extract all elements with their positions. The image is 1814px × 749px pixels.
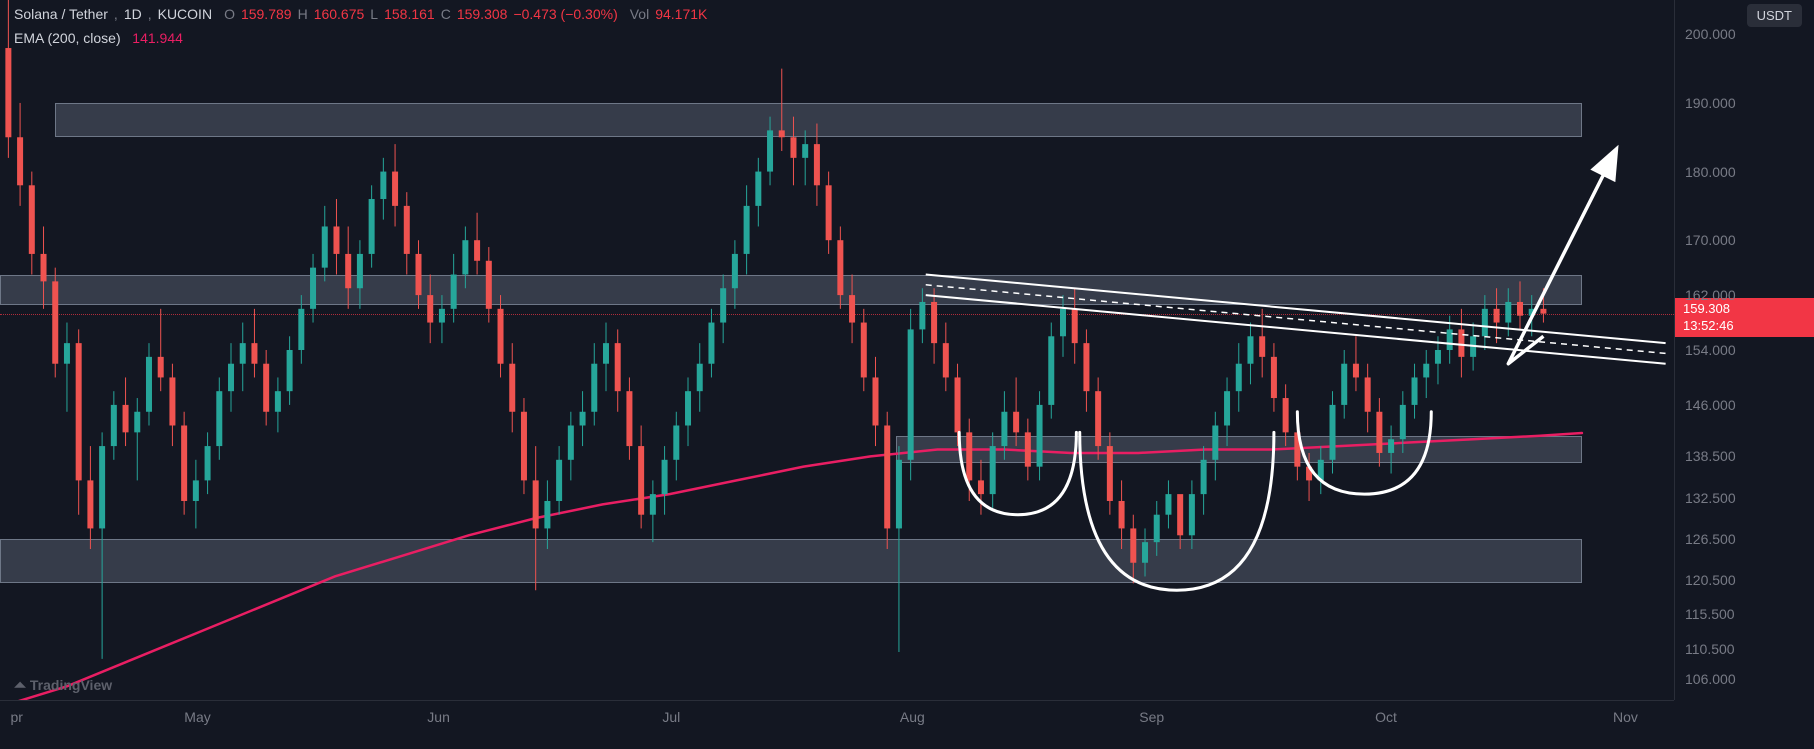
price-tick: 106.000: [1685, 671, 1736, 687]
ema-label: EMA (200, close): [14, 30, 121, 46]
pair-name[interactable]: Solana / Tether: [14, 6, 108, 22]
top-thin-zone-index: [0, 275, 1582, 306]
time-tick: May: [184, 709, 210, 725]
time-tick: Jun: [427, 709, 450, 725]
price-tick: 138.500: [1685, 448, 1736, 464]
support-zone-lower: [0, 539, 1582, 584]
price-tick: 132.500: [1685, 490, 1736, 506]
price-tick: 115.500: [1685, 606, 1735, 622]
ohlc-h-label: H: [298, 6, 308, 22]
price-axis[interactable]: USDT 159.308 13:52:46 200.000 190.000 180.…: [1674, 0, 1814, 700]
badge-countdown: 13:52:46: [1683, 317, 1806, 335]
ohlc-c-label: C: [441, 6, 451, 22]
chart-area[interactable]: Solana / Tether , 1D , KUCOIN O 159.789 …: [0, 0, 1674, 700]
resistance-zone-upper: [55, 103, 1582, 137]
currency-badge[interactable]: USDT: [1747, 4, 1802, 27]
exchange[interactable]: KUCOIN: [158, 6, 212, 22]
price-tick: 120.500: [1685, 572, 1736, 588]
ohlc-l-label: L: [370, 6, 378, 22]
ohlc-o-value: 159.789: [241, 6, 292, 22]
time-tick: Oct: [1375, 709, 1397, 725]
time-axis[interactable]: pr May Jun Jul Aug Sep Oct Nov: [0, 700, 1674, 749]
price-tick: 154.000: [1685, 342, 1736, 358]
vol-value: 94.171K: [655, 6, 707, 22]
time-tick: pr: [11, 709, 23, 725]
price-tick: 180.000: [1685, 164, 1736, 180]
ohlc-o-label: O: [224, 6, 235, 22]
ohlc-c-value: 159.308: [457, 6, 508, 22]
price-tick: 110.500: [1685, 641, 1735, 657]
price-tick: 200.000: [1685, 26, 1736, 42]
time-tick: Sep: [1139, 709, 1164, 725]
ema-value: 141.944: [132, 30, 183, 46]
chart-header: Solana / Tether , 1D , KUCOIN O 159.789 …: [14, 6, 707, 22]
time-tick: Aug: [900, 709, 925, 725]
ohlc-change: −0.473 (−0.30%): [513, 6, 617, 22]
price-tick: 162.000: [1685, 287, 1736, 303]
current-price-badge: 159.308 13:52:46: [1675, 298, 1814, 337]
interval[interactable]: 1D: [124, 6, 142, 22]
mid-zone: [896, 436, 1582, 463]
watermark: ⏶ TradingView: [14, 677, 112, 694]
price-tick: 170.000: [1685, 232, 1736, 248]
price-tick: 126.500: [1685, 531, 1736, 547]
current-price-line: [0, 314, 1674, 315]
price-tick: 146.000: [1685, 397, 1736, 413]
ohlc-l-value: 158.161: [384, 6, 435, 22]
ema-indicator-row[interactable]: EMA (200, close) 141.944: [14, 30, 183, 46]
time-tick: Jul: [662, 709, 680, 725]
price-tick: 190.000: [1685, 95, 1736, 111]
ohlc-h-value: 160.675: [314, 6, 365, 22]
vol-label: Vol: [630, 6, 649, 22]
time-tick: Nov: [1613, 709, 1638, 725]
